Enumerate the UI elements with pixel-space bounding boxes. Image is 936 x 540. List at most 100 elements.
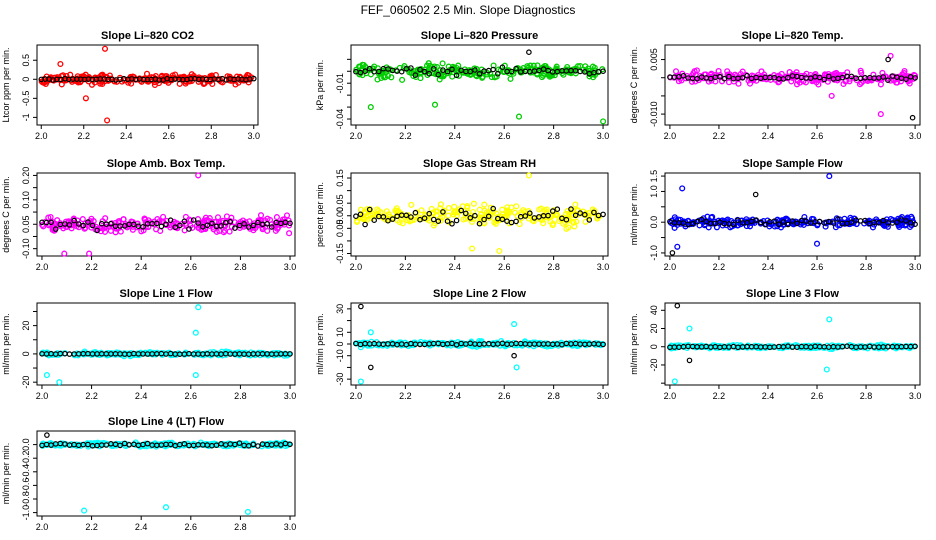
x-tick-label: 2.2 [85,522,98,532]
series-outlier-point [813,240,821,247]
reference-point [581,211,588,218]
reference-point [435,218,442,225]
series-point [846,78,853,85]
series-point [470,215,477,223]
series-point [99,218,106,225]
reference-point [385,217,391,224]
chart-title: Slope Li–820 Pressure [421,30,538,42]
series-point [215,350,222,357]
series-point [671,214,678,221]
y-axis-label: ml/min per min. [1,313,11,375]
reference-point [698,216,705,223]
y-tick-label: 20 [21,321,31,331]
series-outlier-point [101,45,109,52]
series-point [709,213,716,220]
series-point [479,74,486,81]
series-point [476,206,483,213]
series-outlier-point [244,508,251,515]
x-tick-label: 2.8 [234,391,247,401]
reference-point [780,219,787,225]
reference-point [572,212,579,219]
series-point [399,76,406,83]
series-point [129,226,136,233]
series-point [388,74,395,81]
reference-point [494,70,501,77]
reference-point [600,211,606,218]
series-point [362,209,369,216]
reference-point [726,73,732,80]
chart-title: Slope Sample Flow [742,158,843,170]
reference-point [912,75,918,81]
reference-outlier-point [367,364,374,371]
series-outlier-point [686,325,693,332]
reference-point [94,227,100,234]
reference-point [287,220,293,227]
reference-point [825,73,832,80]
reference-point [508,68,515,75]
x-tick-label: 2.6 [498,391,511,401]
y-tick-label: 1.0 [649,185,659,198]
y-tick-label: 0.10 [21,191,31,209]
reference-point [421,215,428,222]
reference-point [526,210,533,217]
reference-point [375,68,382,75]
reference-point [703,218,710,225]
series-point [499,206,506,213]
series-outlier-point [56,379,63,386]
series-point [151,221,158,228]
y-tick-label: 0.0 [21,438,31,451]
reference-point [389,216,396,222]
series-outlier-point [828,92,835,99]
y-axis-label: Ltcor ppm per min. [1,47,11,122]
reference-point [163,221,169,228]
reference-point [912,221,918,228]
x-tick-label: 2.8 [205,131,218,141]
reference-point [440,67,446,73]
series-point [550,220,557,227]
series-point [273,214,280,221]
reference-point [186,226,192,232]
series-outlier-point [86,250,93,257]
series-point [743,223,750,230]
reference-point [568,206,574,212]
reference-point [789,218,796,224]
chart-title: Slope Line 2 Flow [433,288,526,300]
reference-point [403,212,410,219]
reference-outlier-point [511,352,517,359]
series-point [543,206,550,213]
y-axis-label: degrees C per min. [629,47,639,124]
y-tick-label: 0.5 [21,54,31,67]
reference-point [75,221,82,227]
reference-point [398,68,405,75]
series-point [856,81,864,88]
series-point [869,224,877,231]
series-outlier-point [431,101,439,108]
series-outlier-point [61,250,68,257]
series-point [746,223,754,230]
reference-point [52,226,59,232]
series-point [445,212,452,219]
x-tick-label: 2.6 [185,391,198,401]
series-point [470,200,477,207]
series-point [286,230,293,237]
series-point [572,201,579,208]
series-point [369,210,376,217]
y-axis-label: ml/min per min. [315,313,325,375]
series-point [221,227,228,234]
reference-point [499,64,506,71]
series-point [101,228,109,235]
y-tick-label: -0.04 [335,109,345,130]
x-tick-label: 2.0 [35,131,48,141]
reference-point [412,72,419,78]
reference-point [753,217,760,223]
y-tick-label: 0 [335,341,345,346]
series-point [363,216,370,223]
series-outlier-point [674,243,681,250]
series-point [49,226,56,233]
reference-point [268,224,275,230]
series-point [193,222,201,229]
reference-point [472,67,478,73]
chart-panel: Slope Line 4 (LT) Flow ml/min per min. 2.0… [1,416,296,532]
x-tick-label: 2.4 [762,262,775,272]
